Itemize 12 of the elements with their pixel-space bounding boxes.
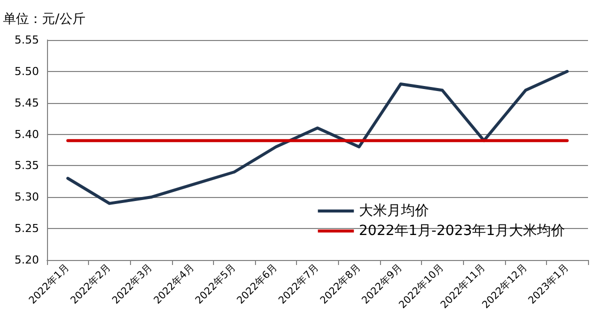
y-tick-label: 5.40 (14, 128, 39, 141)
y-axis-title: 单位：元/公斤 (3, 12, 86, 27)
legend-label: 大米月均价 (358, 203, 429, 219)
legend-label: 2022年1月-2023年1月大米均价 (358, 223, 565, 239)
y-tick-label: 5.20 (14, 254, 39, 266)
line-series (66, 70, 569, 205)
y-tick-label: 5.45 (14, 96, 39, 110)
y-tick-label: 5.55 (14, 34, 39, 46)
y-tick-label: 5.35 (14, 159, 39, 172)
y-tick-label: 5.50 (14, 64, 39, 78)
y-tick-label: 5.25 (14, 222, 39, 236)
y-tick-label: 5.30 (14, 190, 39, 204)
